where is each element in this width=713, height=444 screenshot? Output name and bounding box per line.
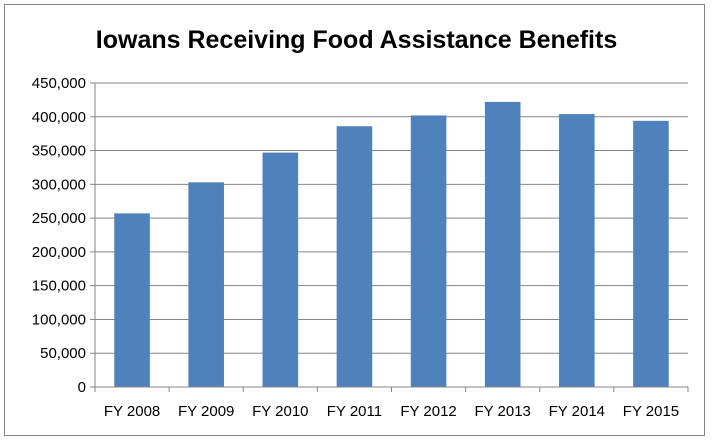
y-tick-label: 350,000 (32, 143, 86, 160)
x-tick-label: FY 2015 (623, 403, 679, 420)
x-tick-label: FY 2013 (474, 403, 530, 420)
x-axis-labels: FY 2008 FY 2009 FY 2010 FY 2011 FY 2012 FY 20… (104, 403, 679, 420)
x-tick-label: FY 2014 (549, 403, 605, 420)
bar (633, 120, 669, 387)
y-tick-label: 300,000 (32, 176, 86, 193)
x-tick-label: FY 2012 (400, 403, 456, 420)
chart-title: Iowans Receiving Food Assistance Benefit… (95, 26, 618, 54)
y-tick-label: 50,000 (40, 345, 86, 362)
bar (484, 101, 521, 387)
y-tick-label: 100,000 (32, 311, 86, 328)
y-tick-label: 250,000 (32, 210, 86, 227)
bar (188, 182, 224, 387)
x-tick-label: FY 2009 (178, 403, 234, 420)
y-tick-label: 400,000 (32, 109, 86, 126)
x-tick-label: FY 2008 (104, 403, 160, 420)
y-tick-label: 200,000 (32, 244, 86, 261)
bars (114, 101, 669, 387)
x-tick-label: FY 2010 (252, 403, 308, 420)
y-tick-label: 450,000 (32, 75, 86, 92)
x-tick-label: FY 2011 (327, 403, 382, 420)
bar (262, 152, 299, 387)
bar (559, 114, 595, 387)
y-tick-label: 150,000 (32, 278, 86, 295)
bar (410, 115, 447, 387)
bar (114, 213, 150, 387)
y-tick-label: 0 (78, 379, 86, 396)
axes (94, 83, 689, 392)
y-axis-labels: 0 50,000 100,000 150,000 200,000 250,000 300,0… (32, 75, 86, 396)
gridlines (90, 82, 688, 388)
bar (336, 126, 373, 387)
